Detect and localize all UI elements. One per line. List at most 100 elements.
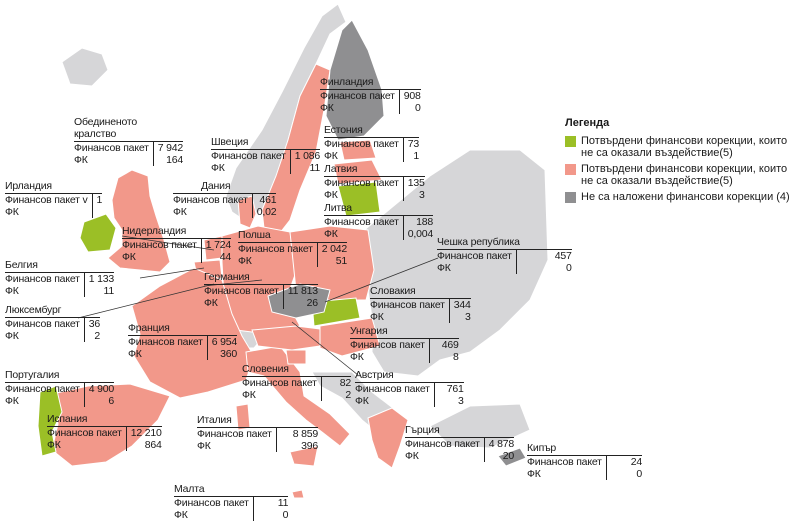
fc-value-latvia: 3: [402, 189, 425, 201]
country-name-lithuania: Литва: [324, 202, 352, 214]
data-table-poland: Финансов пакет 2 042 ФК 51: [238, 242, 347, 267]
estonia-shape: [339, 139, 377, 161]
country-name-italy: Италия: [197, 414, 232, 426]
package-value-ireland: 1: [91, 194, 102, 206]
package-value-cyprus: 24: [605, 456, 642, 468]
cyprus-shape: [497, 447, 527, 467]
package-value-poland: 2 042: [316, 243, 347, 255]
legend-title: Легенда: [565, 117, 610, 129]
legend-swatch-salmon: [565, 164, 576, 175]
fc-value-greece: 20: [483, 450, 514, 462]
label-uk: Обединеното кралство Финансов пакет 7 942…: [74, 116, 183, 166]
package-label: Финансов пакет: [122, 239, 197, 251]
data-table-cyprus: Финансов пакет 24 ФК 0: [527, 455, 642, 480]
fc-label: ФК: [370, 311, 384, 323]
package-label: Финансов пакет: [324, 216, 399, 228]
fc-label: ФК: [5, 330, 19, 342]
package-label: Финансов пакет: [320, 90, 395, 102]
uk-shape: [107, 169, 171, 273]
country-name-estonia: Естония: [324, 124, 363, 136]
country-name-belgium: Белгия: [5, 259, 38, 271]
fc-value-lithuania: 0,004: [402, 228, 433, 240]
package-value-lithuania: 188: [402, 216, 433, 228]
fc-value-sweden: 11: [289, 162, 320, 174]
label-denmark: Дания Финансов пакет 461 ФК 0,02: [173, 180, 277, 218]
package-label: Финансов пакет: [370, 299, 445, 311]
package-value-hungary: 469: [428, 339, 459, 351]
country-name-denmark: Дания: [201, 180, 231, 192]
package-value-germany: 11 813: [282, 285, 318, 297]
legend-label-effect: Потвърдени финансови корекции, които не …: [581, 163, 788, 187]
data-table-estonia: Финансов пакет 73 ФК 1: [324, 137, 419, 162]
label-cyprus: Кипър Финансов пакет 24 ФК 0: [527, 442, 642, 480]
fc-label: ФК: [320, 102, 334, 114]
package-label: Финансов пакет: [527, 456, 602, 468]
label-austria: Австрия Финансов пакет 761 ФК 3: [355, 369, 464, 407]
fc-label: ФК: [238, 255, 252, 267]
data-table-luxembourg: Финансов пакет 36 ФК 2: [5, 317, 100, 342]
label-hungary: Унгария Финансов пакет 469 ФК 8: [350, 325, 459, 363]
fc-label: ФК: [527, 468, 541, 480]
fc-value-uk: 164: [152, 154, 183, 166]
denmark-shape: [237, 195, 257, 229]
package-value-estonia: 73: [402, 138, 419, 150]
legend-swatch-green: [565, 136, 576, 147]
data-table-austria: Финансов пакет 761 ФК 3: [355, 382, 464, 407]
label-poland: Полша Финансов пакет 2 042 ФК 51: [238, 229, 347, 267]
fc-value-germany: 26: [282, 297, 318, 309]
package-label: Финансов пакет: [324, 177, 399, 189]
fc-label: ФК: [437, 262, 451, 274]
fc-value-luxembourg: 2: [83, 330, 100, 342]
package-value-denmark: 461: [251, 194, 277, 206]
package-label: Финансов пакет: [197, 428, 272, 440]
package-label: Финансов пакет: [128, 336, 203, 348]
data-table-hungary: Финансов пакет 469 ФК 8: [350, 338, 459, 363]
package-label: Финансов пакет: [242, 377, 317, 389]
package-label: Финансов пакет: [405, 438, 480, 450]
fc-label: ФК: [350, 351, 364, 363]
data-table-uk: Финансов пакет 7 942 ФК 164: [74, 141, 183, 166]
country-name-france: Франция: [128, 322, 170, 334]
country-name-hungary: Унгария: [350, 325, 388, 337]
package-label: Финансов пакет: [350, 339, 425, 351]
fc-value-austria: 3: [433, 395, 464, 407]
fc-value-estonia: 1: [402, 150, 419, 162]
label-belgium: Белгия Финансов пакет 1 133 ФК 11: [5, 259, 114, 297]
leader-line-belgium: [139, 267, 205, 279]
package-label: Финансов пакет: [174, 497, 249, 509]
lithuania-shape: [337, 181, 381, 217]
label-greece: Гърция Финансов пакет 4 878 ФК 20: [405, 424, 514, 462]
label-netherlands: Нидерландия Финансов пакет 1 724 ФК 44: [122, 225, 231, 263]
package-value-sweden: 1 086: [289, 150, 320, 162]
fc-value-belgium: 11: [83, 285, 114, 297]
iceland-shape: [61, 47, 109, 87]
label-luxembourg: Люксембург Финансов пакет 36 ФК 2: [5, 304, 100, 342]
fc-label: ФК: [211, 162, 225, 174]
package-value-slovakia: 344: [448, 299, 471, 311]
package-value-austria: 761: [433, 383, 464, 395]
fc-value-ireland: [91, 206, 103, 218]
fc-value-france: 360: [206, 348, 237, 360]
country-name-germany: Германия: [204, 271, 250, 283]
package-value-slovenia: 82: [320, 377, 351, 389]
fc-value-slovakia: 3: [448, 311, 471, 323]
package-label: Финансов пакет: [238, 243, 313, 255]
fc-note-ireland: v: [82, 194, 88, 206]
package-value-france: 6 954: [206, 336, 237, 348]
data-table-malta: Финансов пакет 11 ФК 0: [174, 496, 288, 521]
package-value-portugal: 4 900: [83, 383, 114, 395]
package-label: Финансов пакет: [355, 383, 430, 395]
package-value-latvia: 135: [402, 177, 425, 189]
fc-label: ФК: [405, 450, 419, 462]
country-name-austria: Австрия: [355, 369, 394, 381]
package-value-malta: 11: [252, 497, 288, 509]
fc-value-poland: 51: [316, 255, 347, 267]
fc-label: ФК: [324, 189, 338, 201]
fc-label: ФК: [128, 348, 142, 360]
country-name-finland: Финландия: [320, 76, 374, 88]
data-table-czech: Финансов пакет 457 ФК 0: [437, 249, 572, 274]
package-label: Финансов пакет: [47, 427, 122, 439]
leader-line-austria: [291, 321, 359, 376]
package-value-italy: 8 859: [275, 428, 318, 440]
